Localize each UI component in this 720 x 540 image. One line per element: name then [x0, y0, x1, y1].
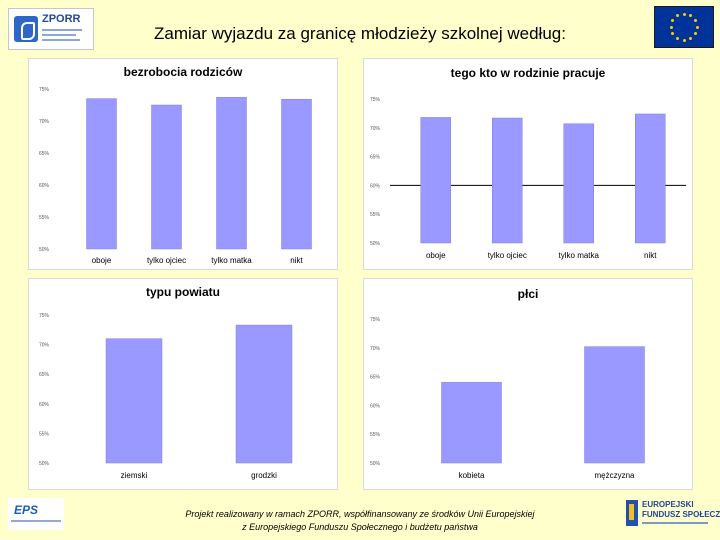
- category-label: tylko ojciec: [147, 256, 186, 265]
- y-tick-label: 70%: [39, 119, 50, 125]
- logo-line: [42, 39, 80, 41]
- eu-star-icon: [671, 19, 675, 22]
- y-tick-label: 50%: [370, 461, 381, 467]
- category-label: oboje: [426, 251, 446, 260]
- y-tick-label: 65%: [370, 155, 381, 161]
- eu-star-icon: [693, 19, 697, 22]
- zporr-logo: ZPORR: [8, 8, 94, 50]
- y-tick-label: 70%: [39, 343, 50, 349]
- eu-star-icon: [682, 12, 686, 16]
- bar: [492, 117, 523, 244]
- eu-star-icon: [695, 25, 699, 29]
- efs-logo: EUROPEJSKI FUNDUSZ SPOŁECZNY: [624, 496, 720, 532]
- category-label: mężczyzna: [594, 471, 635, 480]
- chart-title: typu powiatu: [146, 285, 220, 299]
- chart-unemployment: bezrobocia rodziców 75% 70% 65% 60% 55% 50% obo…: [39, 65, 312, 265]
- bar: [420, 117, 451, 244]
- y-tick-label: 70%: [370, 126, 381, 132]
- chart-panel-who-works: tego kto w rodzinie pracuje 75% 70% 65% 60% 5…: [363, 58, 693, 270]
- y-tick-label: 75%: [39, 87, 50, 93]
- eps-logo: EPS: [8, 498, 64, 530]
- y-tick-label: 55%: [39, 431, 50, 437]
- category-label: kobieta: [459, 471, 485, 480]
- footer-line-2: z Europejskiego Funduszu Społecznego i b…: [242, 522, 478, 532]
- bar: [441, 382, 502, 464]
- chart-gender: płci 75% 70% 65% 60% 55% 50% kobieta mężczyzna: [370, 287, 645, 480]
- efs-logo-text-2: FUNDUSZ SPOŁECZNY: [642, 510, 720, 519]
- chart-panel-gender: płci 75% 70% 65% 60% 55% 50% kobieta mężczyzna: [363, 278, 693, 490]
- y-tick-label: 60%: [370, 403, 381, 409]
- logo-line: [42, 29, 82, 31]
- eps-logo-mark-icon: EPS: [14, 503, 39, 517]
- y-tick-label: 75%: [370, 97, 381, 103]
- logo-line: [642, 522, 708, 524]
- bar: [86, 98, 117, 250]
- eu-star-icon: [693, 32, 697, 35]
- eu-star-icon: [671, 32, 675, 35]
- category-label: ziemski: [121, 471, 148, 480]
- bar: [105, 338, 163, 464]
- chart-title: płci: [518, 287, 539, 301]
- y-tick-label: 60%: [370, 183, 381, 189]
- logo-line: [42, 34, 76, 36]
- bar: [281, 98, 312, 250]
- y-tick-label: 70%: [370, 346, 381, 352]
- y-tick-label: 50%: [370, 241, 381, 247]
- y-tick-label: 75%: [370, 317, 381, 323]
- y-tick-label: 55%: [370, 432, 381, 438]
- y-tick-label: 50%: [39, 461, 50, 467]
- slide-title: Zamiar wyjazdu za granicę młodzieży szko…: [154, 24, 566, 43]
- eu-flag-icon: [654, 6, 714, 48]
- bar: [584, 346, 645, 464]
- y-tick-label: 65%: [370, 375, 381, 381]
- efs-logo-text-1: EUROPEJSKI: [642, 500, 694, 509]
- category-label: oboje: [92, 256, 112, 265]
- zporr-logo-mark-icon: [14, 16, 38, 42]
- bar: [635, 113, 666, 244]
- category-label: grodzki: [251, 471, 277, 480]
- efs-logo-mark-icon: [626, 500, 638, 526]
- category-label: tylko matka: [211, 256, 252, 265]
- y-tick-label: 60%: [39, 402, 50, 408]
- chart-title: tego kto w rodzinie pracuje: [451, 66, 606, 80]
- bar: [235, 324, 293, 464]
- y-tick-label: 60%: [39, 183, 50, 189]
- chart-district-type: typu powiatu 75% 70% 65% 60% 55% 50% ziemski gro…: [39, 285, 293, 480]
- y-tick-label: 55%: [39, 215, 50, 221]
- y-tick-label: 65%: [39, 372, 50, 378]
- bar: [216, 97, 247, 250]
- eu-star-icon: [682, 38, 686, 42]
- chart-panel-district-type: typu powiatu 75% 70% 65% 60% 55% 50% ziemski gro…: [28, 278, 338, 490]
- footer-line-1: Projekt realizowany w ramach ZPORR, wspó…: [185, 509, 535, 519]
- eu-star-icon: [689, 36, 692, 40]
- y-tick-label: 55%: [370, 212, 381, 218]
- bar: [563, 123, 594, 244]
- chart-who-works: tego kto w rodzinie pracuje 75% 70% 65% 60% 5…: [370, 66, 686, 260]
- y-tick-label: 65%: [39, 151, 50, 157]
- eu-star-icon: [689, 14, 692, 18]
- eu-star-icon: [676, 36, 679, 40]
- chart-title: bezrobocia rodziców: [124, 65, 243, 79]
- zporr-logo-text: ZPORR: [42, 13, 81, 25]
- eu-star-icon: [669, 25, 673, 29]
- category-label: tylko ojciec: [488, 251, 527, 260]
- logo-line: [11, 520, 61, 522]
- footer-text: Projekt realizowany w ramach ZPORR, wspó…: [100, 508, 620, 534]
- bar: [151, 104, 182, 250]
- eu-star-icon: [676, 14, 679, 18]
- category-label: nikt: [290, 256, 303, 265]
- chart-panel-unemployment: bezrobocia rodziców 75% 70% 65% 60% 55% 50% obo…: [28, 58, 338, 270]
- y-tick-label: 50%: [39, 247, 50, 253]
- y-tick-label: 75%: [39, 313, 50, 319]
- category-label: nikt: [644, 251, 657, 260]
- category-label: tylko matka: [559, 251, 600, 260]
